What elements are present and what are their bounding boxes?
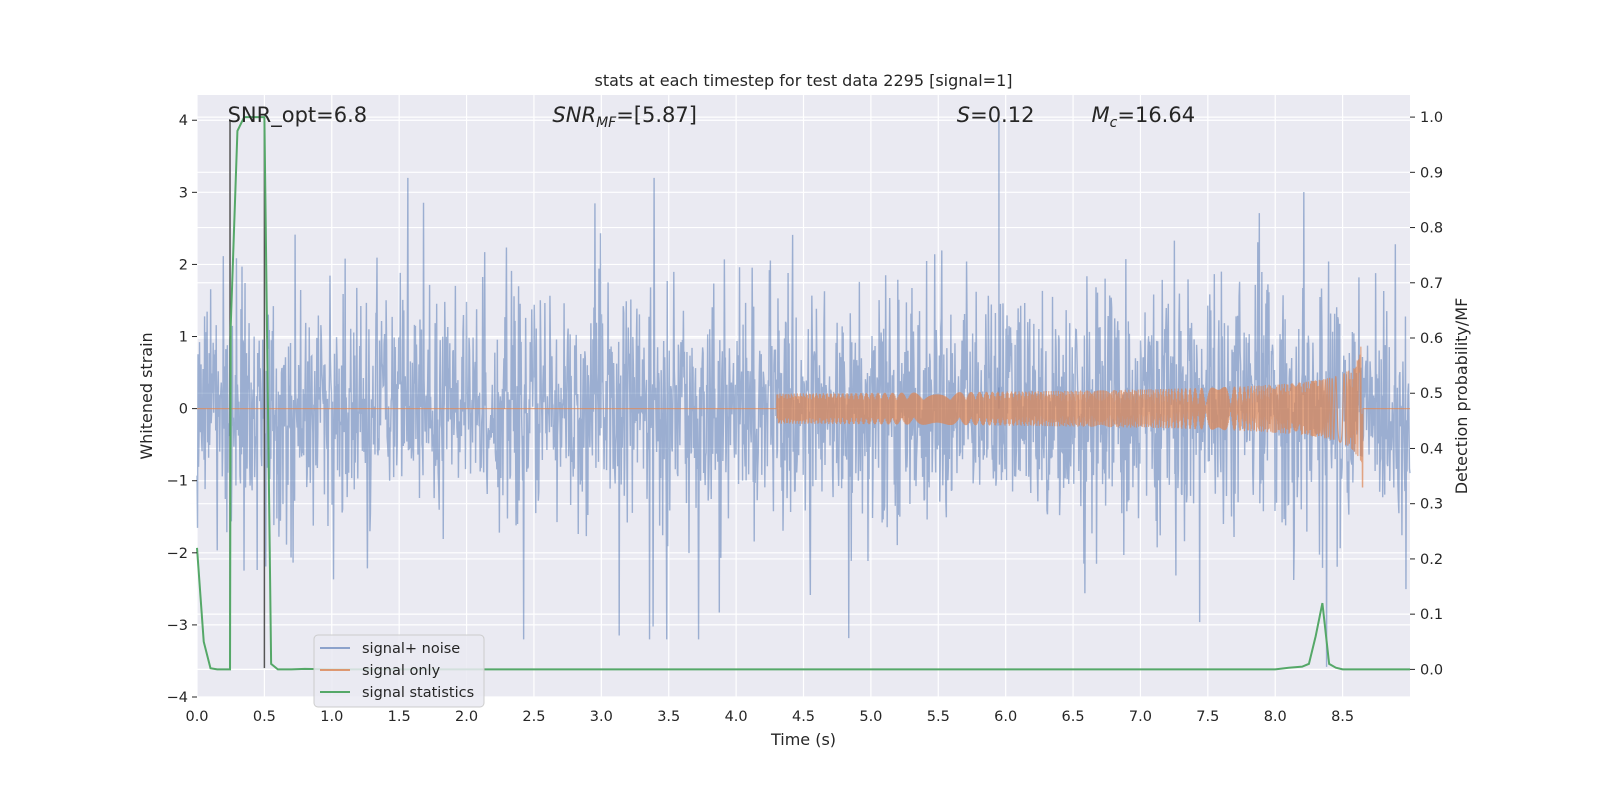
signal-noise-series	[196, 120, 1411, 667]
x-tick-label: 3.0	[590, 709, 613, 725]
x-tick-label: 1.5	[388, 709, 411, 725]
y-left-tick-label: −4	[167, 690, 188, 706]
y-left-tick-label: −1	[167, 474, 188, 490]
y-left-tick-label: −2	[167, 546, 188, 562]
x-axis-label: Time (s)	[770, 730, 836, 749]
x-tick-label: 1.0	[320, 709, 343, 725]
x-tick-label: 0.5	[253, 709, 276, 725]
x-tick-label: 5.0	[859, 709, 882, 725]
x-tick-label: 6.5	[1062, 709, 1085, 725]
y-left-tick-label: 3	[179, 185, 188, 201]
y-right-tick-label: 0.7	[1420, 276, 1443, 292]
legend-entry: signal only	[362, 663, 441, 679]
y-right-tick-label: 0.4	[1420, 441, 1443, 457]
annotation-text: Mc=16.64	[1092, 103, 1196, 131]
chart-title: stats at each timestep for test data 229…	[594, 71, 1012, 90]
x-tick-label: 6.0	[994, 709, 1017, 725]
x-tick-label: 4.5	[792, 709, 815, 725]
legend-box	[313, 634, 485, 708]
x-tick-label: 5.5	[927, 709, 950, 725]
signal-noise-line	[196, 177, 1411, 667]
signal-only-line	[197, 346, 1410, 488]
legend: signal+ noise signal only signal statistic…	[313, 634, 485, 708]
x-tick-label: 7.0	[1129, 709, 1152, 725]
y-right-tick-label: 0.1	[1420, 607, 1443, 623]
x-tick-label: 2.0	[455, 709, 478, 725]
x-tick-label: 3.5	[657, 709, 680, 725]
y-left-tick-label: 1	[179, 330, 188, 346]
y-right-tick-label: 0.0	[1420, 662, 1443, 678]
y-axis-right-label: Detection probability/MF	[1452, 298, 1471, 495]
legend-entry: signal+ noise	[362, 641, 460, 657]
y-right-tick-label: 0.8	[1420, 221, 1443, 237]
legend-entry: signal statistics	[362, 685, 474, 701]
y-left-tick-label: 0	[179, 402, 188, 418]
y-right-tick-label: 1.0	[1420, 110, 1443, 126]
y-right-tick-label: 0.9	[1420, 165, 1443, 181]
y-right-tick-label: 0.2	[1420, 552, 1443, 568]
y-axis-left-label: Whitened strain	[137, 332, 156, 459]
annotations: SNR_opt=6.8 SNRMF=[5.87] S=0.12 Mc=16.64	[228, 103, 1195, 131]
y-left-tick-label: 4	[179, 113, 188, 129]
x-tick-label: 8.0	[1264, 709, 1287, 725]
y-right-tick-label: 0.5	[1420, 386, 1443, 402]
x-tick-label: 0.0	[185, 709, 208, 725]
x-tick-label: 2.5	[522, 709, 545, 725]
signal-only-series	[197, 346, 1410, 488]
y-left-tick-label: −3	[167, 618, 188, 634]
x-tick-label: 8.5	[1331, 709, 1354, 725]
x-tick-label: 7.5	[1196, 709, 1219, 725]
annotation-text: SNR_opt=6.8	[228, 103, 368, 128]
annotation-text: S=0.12	[957, 103, 1035, 127]
y-right-tick-label: 0.6	[1420, 331, 1443, 347]
y-left-tick-label: 2	[179, 257, 188, 273]
annotation-text: SNRMF=[5.87]	[552, 103, 697, 131]
axis-ticks: 0.0 0.5 1.0 1.5 2.0 2.5 3.0 3.5 4.0 4.5 5.0 5.5 6.0 6…	[167, 110, 1443, 725]
y-right-tick-label: 0.3	[1420, 497, 1443, 513]
x-tick-label: 4.0	[725, 709, 748, 725]
